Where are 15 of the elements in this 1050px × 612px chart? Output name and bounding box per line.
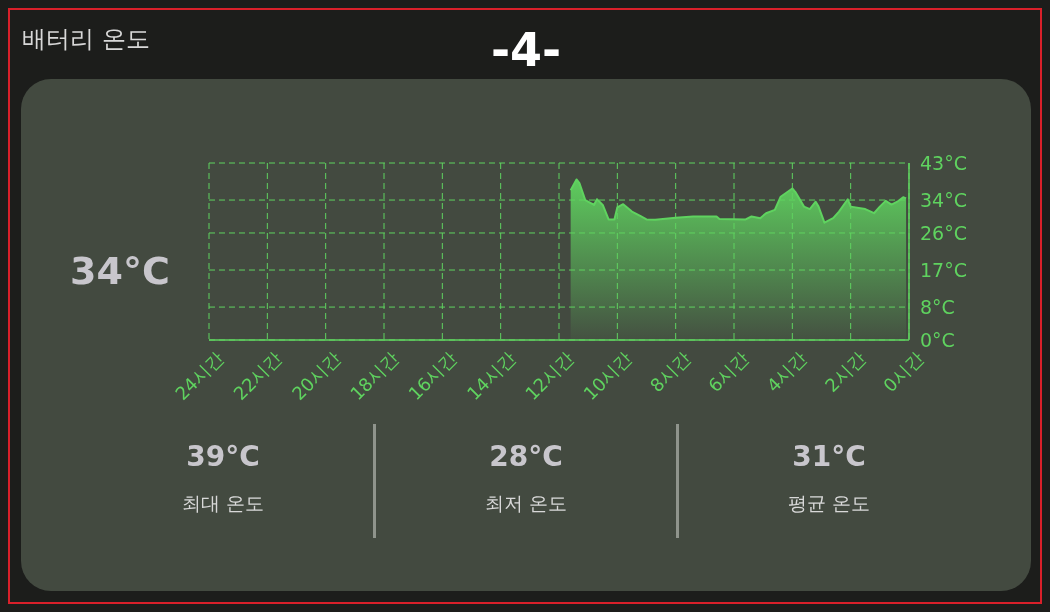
text: 34°C (70, 249, 170, 293)
text: 28°C (489, 440, 563, 473)
text: 최대 온도 (181, 492, 265, 514)
y-tick-label: 26°C (920, 221, 967, 244)
text: -4- (490, 23, 562, 77)
text: 31°C (792, 440, 866, 473)
chart-title: 배터리 온도 (22, 25, 150, 53)
y-tick-label: 17°C (920, 259, 967, 282)
y-tick-label: 34°C (920, 189, 967, 212)
text: 39°C (186, 440, 260, 473)
y-tick-label: 43°C (920, 152, 967, 174)
text: 평균 온도 (787, 492, 871, 514)
y-tick-label: 8°C (920, 296, 955, 319)
text: 최저 온도 (484, 492, 568, 514)
y-tick-label: 0°C (920, 329, 955, 351)
